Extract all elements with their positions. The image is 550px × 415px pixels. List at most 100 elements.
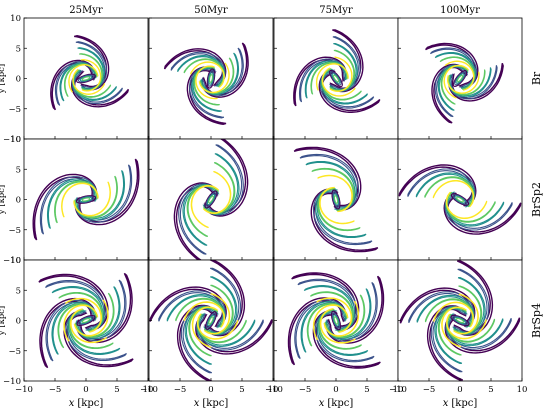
contour-level-2	[315, 188, 367, 239]
contour-level-2	[202, 153, 240, 215]
contour-level-3	[445, 191, 496, 223]
contour-level-3	[317, 187, 361, 232]
contour-level-3	[318, 309, 362, 350]
contour-level-4	[64, 297, 103, 333]
y-axis-label: y [kpc]	[0, 306, 7, 337]
contour-level-0	[431, 63, 468, 124]
x-axis-label: x [kpc]	[69, 398, 104, 409]
x-axis-label-unit: [kpc]	[77, 398, 103, 409]
bar-contour	[79, 196, 93, 203]
density-contours	[287, 272, 385, 369]
contour-level-3	[440, 64, 469, 105]
contour-level-2	[445, 191, 505, 227]
contour-level-2	[182, 184, 220, 246]
bar-contour	[454, 316, 466, 325]
contour-level-4	[312, 304, 349, 341]
x-tick-label: 5	[239, 385, 244, 395]
contour-level-3	[453, 285, 483, 335]
contour-level-2	[67, 310, 121, 356]
bar-contour	[329, 69, 343, 88]
density-contours	[173, 139, 249, 260]
bar-contour	[330, 71, 342, 86]
contour-level-0	[74, 34, 110, 91]
contour-level-4	[202, 170, 232, 215]
contour-level-3	[424, 298, 474, 328]
x-tick-label: 5	[364, 385, 369, 395]
panel-BrSp4-25Myr	[23, 259, 149, 382]
y-tick-label: −10	[3, 135, 21, 145]
column-titles: 25Myr 50Myr 75Myr 100Myr	[69, 5, 480, 16]
x-tick-label: 0	[208, 385, 213, 395]
contour-level-2	[325, 288, 372, 340]
contour-level-3	[193, 66, 220, 106]
contour-level-4	[321, 67, 356, 97]
contour-level-3	[306, 302, 348, 347]
y-tick-label: 10	[10, 135, 21, 145]
x-tick-label: 10	[143, 385, 154, 395]
panel-background	[398, 18, 522, 139]
bar-contour	[77, 195, 95, 204]
bar-contour	[81, 76, 91, 81]
contour-level-4	[319, 308, 356, 344]
bar-contour	[207, 70, 215, 87]
y-tick-label: −10	[3, 256, 21, 266]
contour-level-3	[63, 63, 98, 97]
contour-level-4	[443, 64, 470, 99]
contour-level-3	[188, 306, 219, 357]
contour-level-3	[329, 49, 356, 92]
bar-contour	[332, 74, 340, 83]
contour-level-2	[184, 305, 219, 365]
x-axis-label-var: x	[194, 398, 200, 409]
contour-level-3	[437, 306, 467, 356]
density-contours	[163, 42, 249, 126]
bar-contour	[331, 73, 341, 84]
bar-contour	[331, 189, 341, 210]
contour-level-4	[317, 174, 353, 213]
contour-level-3	[54, 180, 98, 224]
y-tick-label: −5	[8, 105, 21, 115]
bar-contour	[79, 75, 93, 82]
panel-background	[274, 139, 398, 260]
bar-contour	[207, 314, 215, 327]
contour-level-3	[424, 176, 475, 208]
contour-level-2	[300, 301, 347, 353]
panel-background	[398, 260, 522, 381]
panel-background	[274, 18, 398, 139]
x-axis-label-unit: [kpc]	[327, 398, 353, 409]
contour-level-0	[448, 62, 504, 102]
contour-level-4	[433, 301, 474, 328]
contour-level-4	[73, 181, 111, 217]
panel-BrSp2-50Myr	[148, 138, 274, 261]
bar-contour	[206, 312, 216, 329]
contour-level-3	[72, 69, 112, 98]
panel-background	[398, 139, 522, 260]
y-tick-label: 10	[10, 14, 21, 24]
contour-level-0	[50, 59, 96, 111]
bar-contour	[452, 70, 468, 87]
bar-contour	[455, 73, 465, 84]
density-contours	[32, 158, 140, 241]
contour-level-0	[318, 70, 381, 113]
x-tick-label: −5	[299, 385, 312, 395]
y-tick-label: 5	[16, 286, 21, 296]
panel-Br-75Myr	[273, 17, 399, 140]
density-contours	[50, 34, 130, 111]
contour-level-2	[452, 277, 486, 335]
bar-contour	[333, 195, 339, 204]
bar-contour	[450, 314, 470, 327]
contour-level-3	[310, 291, 354, 332]
x-axis-label-unit: [kpc]	[451, 398, 477, 409]
x-tick-label: 10	[393, 385, 404, 395]
y-axis-label: y [kpc]	[0, 185, 7, 216]
contour-level-3	[186, 184, 219, 237]
contour-level-2	[200, 52, 240, 96]
y-tick-label: 0	[16, 196, 21, 206]
panel-background	[149, 260, 273, 381]
bar-contour	[81, 197, 91, 202]
y-tick-label: −5	[8, 226, 21, 236]
column-title-2: 75Myr	[319, 5, 353, 16]
bar-contour	[206, 68, 216, 89]
bar-contour	[452, 194, 468, 205]
contour-level-2	[75, 286, 121, 340]
contour-level-0	[201, 42, 249, 98]
